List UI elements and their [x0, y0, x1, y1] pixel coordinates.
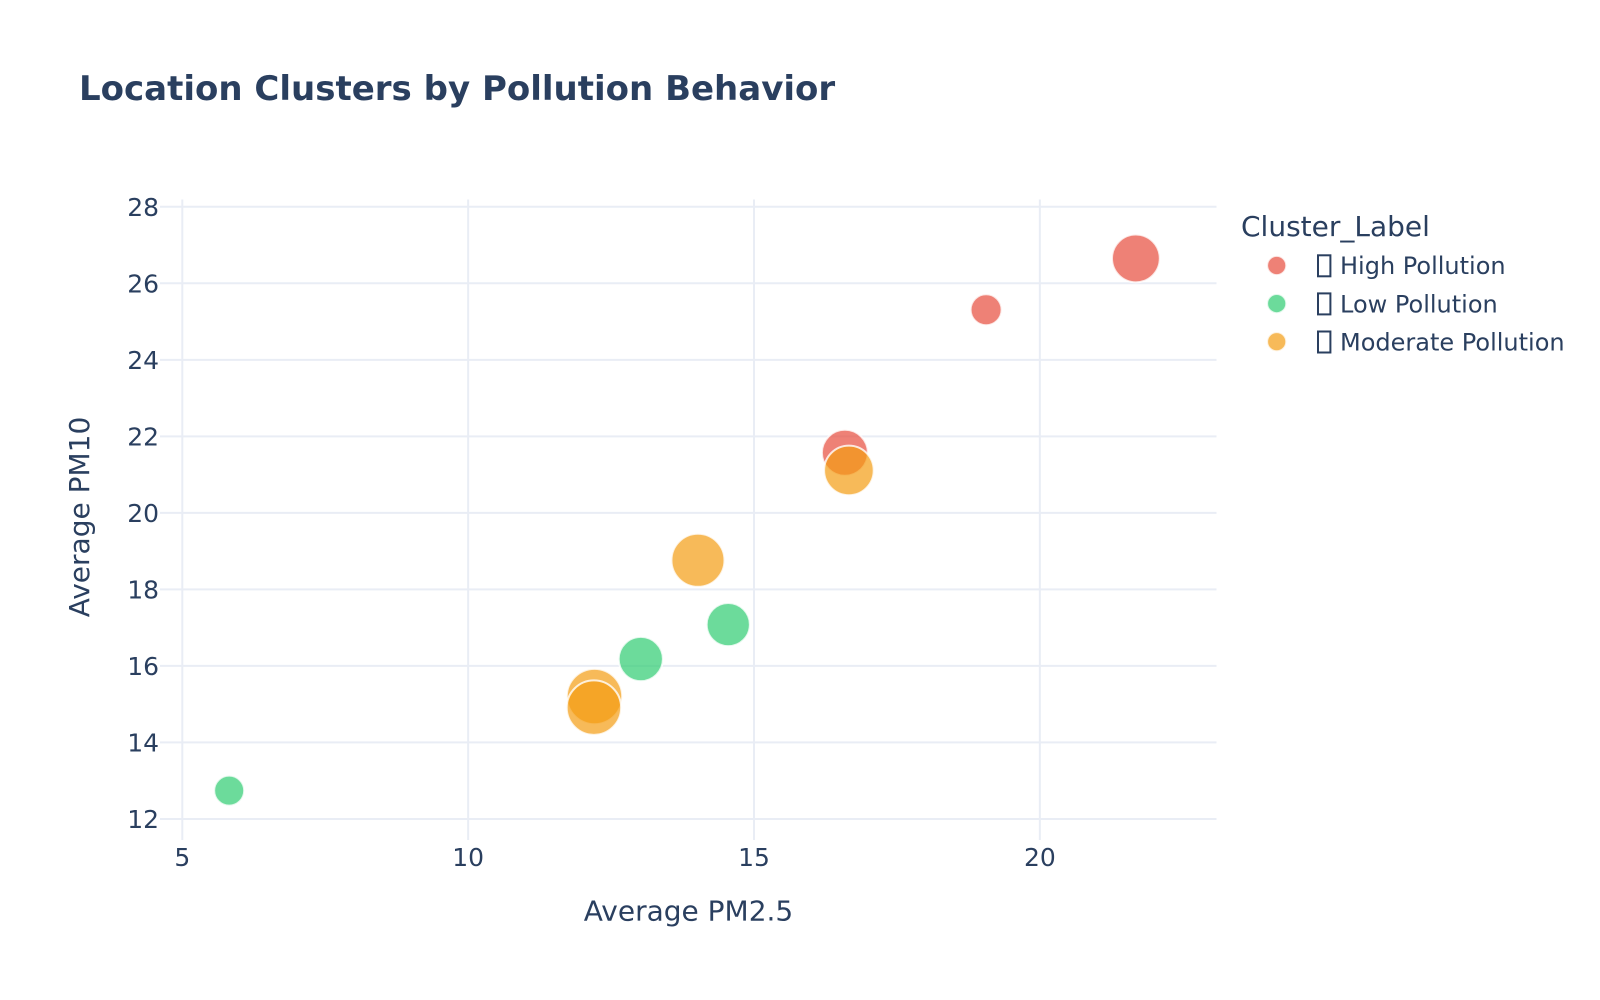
y-tick-label: 18 [127, 575, 159, 604]
data-point[interactable] [670, 532, 726, 588]
y-tick-label: 28 [127, 193, 159, 222]
x-tick-label: 15 [738, 843, 770, 872]
data-point[interactable] [1110, 233, 1161, 284]
legend-item[interactable]: Moderate Pollution [1266, 328, 1565, 356]
legend: Cluster_Label High Pollution Low Pollutio… [1241, 210, 1565, 356]
x-axis-title: Average PM2.5 [584, 895, 793, 928]
legend-item-label: Moderate Pollution [1340, 328, 1565, 356]
legend-marker [1266, 293, 1288, 315]
legend-marker [1266, 331, 1288, 353]
data-point[interactable] [705, 601, 751, 648]
missing-emoji-glyph [1317, 254, 1332, 278]
y-tick-label: 26 [127, 269, 159, 298]
x-tick-label: 20 [1024, 843, 1056, 872]
y-tick-label: 22 [127, 422, 159, 451]
y-tick-label: 12 [127, 805, 159, 834]
data-point[interactable] [969, 293, 1003, 327]
data-point[interactable] [617, 635, 664, 683]
legend-item[interactable]: Low Pollution [1266, 290, 1498, 318]
data-points [213, 233, 1161, 807]
y-axis-title: Average PM10 [63, 417, 96, 618]
x-tick-label: 5 [174, 843, 190, 872]
x-tick-label: 10 [452, 843, 484, 872]
y-tick-label: 14 [127, 728, 159, 757]
data-point[interactable] [823, 444, 875, 497]
legend-marker [1266, 254, 1288, 277]
y-tick-label: 20 [127, 499, 159, 528]
gridlines [160, 199, 1217, 840]
legend-title: Cluster_Label [1241, 210, 1430, 243]
data-point[interactable] [213, 774, 246, 807]
y-tick-label: 16 [127, 652, 159, 681]
y-tick-label: 24 [127, 346, 159, 375]
legend-item-label: High Pollution [1340, 252, 1506, 280]
legend-item[interactable]: High Pollution [1266, 252, 1506, 280]
chart-title: Location Clusters by Pollution Behavior [79, 69, 835, 109]
legend-items: High Pollution Low Pollution Moderate Poll… [1266, 252, 1565, 356]
y-tick-labels: 12 14 16 18 20 22 24 26 28 [127, 193, 159, 834]
data-point[interactable] [565, 679, 623, 736]
legend-item-label: Low Pollution [1340, 290, 1498, 318]
x-tick-labels: 5 10 15 20 [174, 843, 1055, 872]
missing-emoji-glyph [1317, 292, 1332, 316]
missing-emoji-glyph [1317, 330, 1332, 354]
